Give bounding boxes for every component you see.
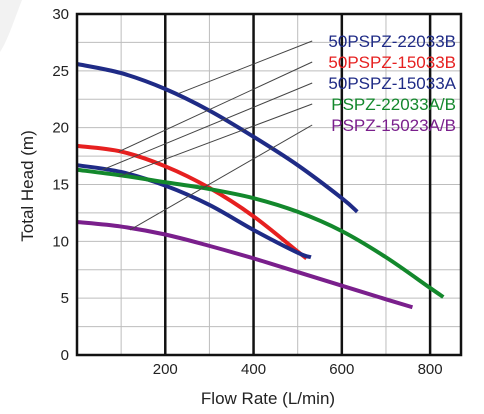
legend-leader-3 xyxy=(118,103,313,178)
curves xyxy=(76,62,445,310)
legend-leader-4 xyxy=(129,124,313,231)
legend-leader-2 xyxy=(102,82,313,171)
legend-leader-0 xyxy=(178,40,313,95)
series-line-0 xyxy=(76,62,359,214)
legend-entry-1: 50PSPZ-15033B xyxy=(328,53,456,72)
legend-entry-0: 50PSPZ-22033B xyxy=(328,32,456,51)
legend-entry-4: PSPZ-15023A/B xyxy=(331,116,456,135)
y-tick-label: 30 xyxy=(52,6,69,23)
legend-entry-2: 50PSPZ-15033A xyxy=(328,74,456,93)
legend-entry-3: PSPZ-22033A/B xyxy=(331,95,456,114)
y-tick-label: 25 xyxy=(52,63,69,80)
series-line-4 xyxy=(76,220,414,310)
x-tick-label: 200 xyxy=(153,361,178,378)
y-tick-label: 10 xyxy=(52,233,69,250)
x-tick-label: 400 xyxy=(241,361,266,378)
plot-border xyxy=(75,12,463,357)
x-tick-label: 600 xyxy=(329,361,354,378)
legend-leaders xyxy=(102,40,313,231)
y-axis-title: Total Head (m) xyxy=(18,130,37,241)
x-tick-label: 800 xyxy=(418,361,443,378)
x-axis-title: Flow Rate (L/min) xyxy=(201,389,335,408)
y-tick-label: 0 xyxy=(61,347,69,364)
y-tick-label: 15 xyxy=(52,177,69,194)
y-tick-label: 5 xyxy=(61,290,69,307)
tick-labels: 0 5 10 15 20 25 30 200 400 600 800 xyxy=(52,6,442,378)
plot-frame xyxy=(75,12,463,357)
legend: 50PSPZ-22033B 50PSPZ-15033B 50PSPZ-15033A P… xyxy=(328,32,456,135)
y-tick-label: 20 xyxy=(52,120,69,137)
series-line-2 xyxy=(76,163,312,260)
legend-leader-1 xyxy=(118,61,313,152)
series-line-3 xyxy=(76,167,445,299)
